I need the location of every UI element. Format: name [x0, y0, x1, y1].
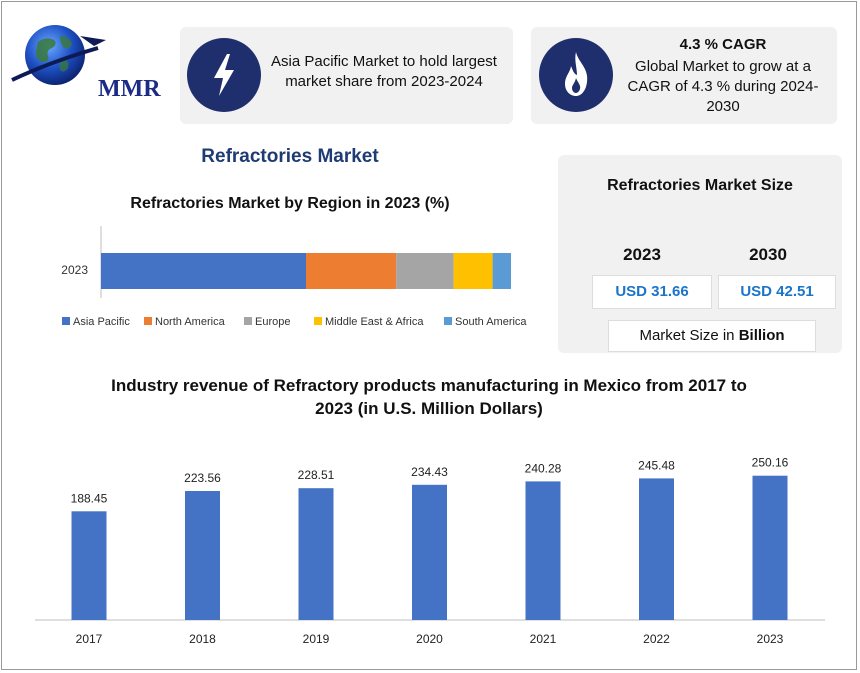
legend-label: Europe — [255, 316, 290, 328]
legend-label: South America — [455, 316, 527, 328]
year-tick-label: 2023 — [757, 632, 784, 646]
revenue-value-label: 245.48 — [638, 458, 675, 472]
cagr-card: 4.3 % CAGR Global Market to grow at a CA… — [531, 27, 837, 124]
region-segment-europe — [396, 253, 454, 289]
legend-swatch — [314, 317, 322, 325]
industry-chart-title: Industry revenue of Refractory products … — [111, 376, 747, 418]
legend-label: Asia Pacific — [73, 316, 130, 328]
flame-icon — [565, 52, 588, 96]
year-tick-label: 2020 — [416, 632, 443, 646]
revenue-value-label: 250.16 — [752, 456, 789, 470]
region-segment-middle-east-africa — [453, 253, 493, 289]
legend-swatch — [444, 317, 452, 325]
year-tick-label: 2018 — [189, 632, 216, 646]
cagr-title: 4.3 % CAGR — [679, 36, 767, 53]
unit-note-unit: Billion — [738, 327, 785, 344]
year-2023-label: 2023 — [623, 245, 661, 264]
revenue-bar — [639, 478, 674, 620]
market-size-2023-value: USD 31.66 — [592, 275, 712, 309]
revenue-bar — [298, 488, 334, 620]
region-segment-north-america — [306, 253, 397, 289]
globe-logo-icon — [11, 25, 106, 85]
revenue-bar — [185, 491, 220, 620]
legend-label: Middle East & Africa — [325, 316, 424, 328]
year-tick-label: 2021 — [530, 632, 557, 646]
mmr-logo: MMR — [10, 18, 170, 102]
industry-revenue-bar-chart: 188.45 2017 223.56 2018 228.51 2019 234.43 2020… — [35, 456, 825, 646]
asia-pacific-text: Asia Pacific Market to hold largest mark… — [271, 53, 497, 90]
year-2030-label: 2030 — [749, 245, 787, 264]
asia-pacific-card: Asia Pacific Market to hold largest mark… — [180, 27, 513, 124]
revenue-value-label: 234.43 — [411, 465, 448, 479]
region-chart-title: Refractories Market by Region in 2023 (%… — [130, 195, 450, 212]
market-size-title: Refractories Market Size — [607, 177, 793, 194]
cagr-text: Global Market to grow at a CAGR of 4.3 %… — [627, 58, 819, 115]
year-tick-label: 2017 — [76, 632, 103, 646]
revenue-bar — [525, 481, 561, 620]
region-segment-south-america — [492, 253, 511, 289]
year-tick-label: 2019 — [303, 632, 330, 646]
revenue-value-label: 188.45 — [71, 491, 108, 505]
market-size-2030-value: USD 42.51 — [718, 275, 836, 309]
market-size-unit-note: Market Size in Billion — [608, 320, 816, 352]
revenue-bar — [412, 484, 447, 620]
flame-badge — [539, 38, 613, 112]
revenue-value-label: 240.28 — [525, 461, 562, 475]
market-size-panel: Refractories Market Size 2023 2030 USD 3… — [558, 155, 842, 353]
revenue-value-label: 223.56 — [184, 471, 221, 485]
revenue-value-label: 228.51 — [298, 468, 335, 482]
region-category-label: 2023 — [61, 263, 88, 277]
page-title: Refractories Market — [201, 146, 379, 167]
revenue-bar — [71, 511, 107, 620]
legend-swatch — [62, 317, 70, 325]
revenue-bar — [752, 475, 788, 620]
lightning-badge — [187, 38, 261, 112]
year-tick-label: 2022 — [643, 632, 670, 646]
region-segment-asia-pacific — [101, 253, 306, 289]
legend-label: North America — [155, 316, 226, 328]
legend-swatch — [144, 317, 152, 325]
region-stacked-bar-chart: 2023 Asia Pacific North America Europe Midd… — [61, 226, 527, 328]
logo-text: MMR — [98, 76, 161, 102]
legend-swatch — [244, 317, 252, 325]
unit-note-prefix: Market Size in — [639, 327, 735, 344]
lightning-icon — [214, 54, 234, 96]
